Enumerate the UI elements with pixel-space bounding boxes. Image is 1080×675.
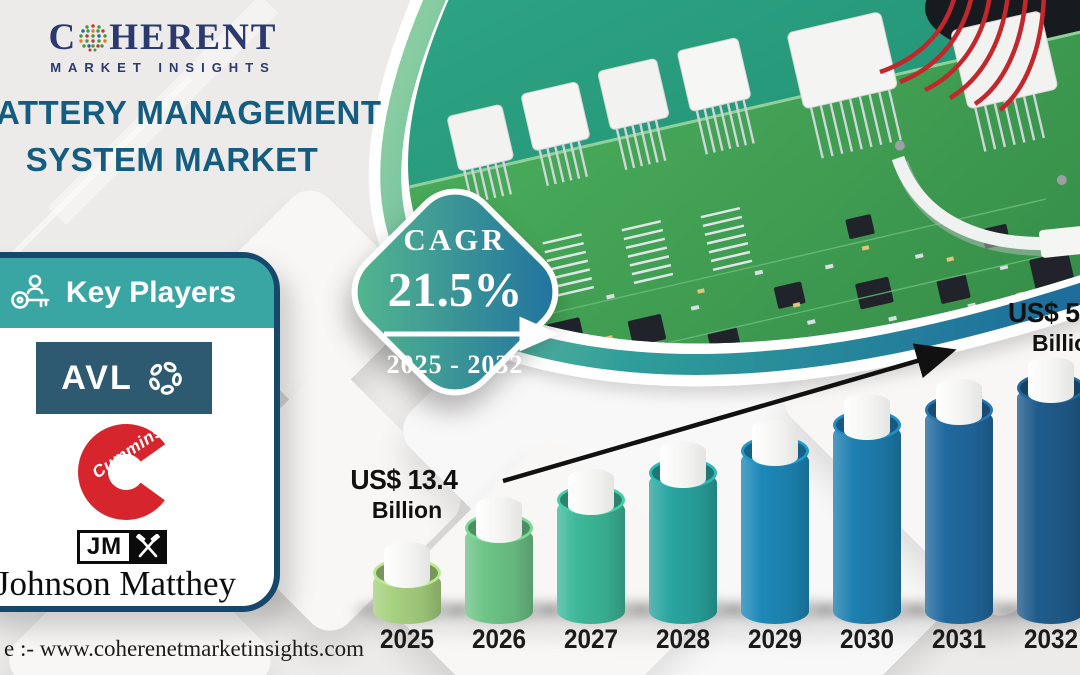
year-label-2031: 2031 (931, 624, 987, 654)
year-label-2029: 2029 (747, 624, 803, 654)
key-players-header: Key Players (0, 258, 274, 328)
key-players-title: Key Players (65, 276, 237, 309)
chart-end-value-label: US$ 52. Billion (1008, 297, 1080, 357)
key-players-panel: Key Players AVL Cummins (0, 252, 280, 612)
brand-logo-subtitle: MARKET INSIGHTS (50, 60, 276, 75)
company-logo-cummins: Cummins (76, 422, 176, 522)
bar-white-cap (568, 469, 614, 515)
cagr-label: CAGR (403, 222, 507, 257)
avl-pinwheel-icon (143, 356, 187, 400)
page-title-line1: ATTERY MANAGEMENT (0, 94, 382, 131)
year-label-2027: 2027 (563, 624, 619, 654)
start-value: US$ 13.4 (350, 464, 458, 495)
bar-white-cap (844, 394, 890, 440)
bar-white-cap (752, 420, 798, 466)
end-unit: Billion (1032, 330, 1080, 356)
company-logo-jm-mark: JM (0, 530, 274, 564)
cagr-period: 2025 - 2032 (386, 350, 524, 379)
bar-white-cap (476, 497, 522, 543)
key-icon (8, 273, 54, 313)
avl-wordmark: AVL (61, 358, 133, 397)
year-label-2026: 2026 (471, 624, 527, 654)
bar-white-cap (384, 542, 430, 588)
end-value: US$ 52. (1008, 297, 1080, 328)
source-text: e :- www.coherenetmarketinsights.com (4, 636, 365, 661)
johnson-matthey-wordmark: Johnson Matthey (0, 564, 237, 603)
bar-2027 (557, 497, 625, 624)
bar-2028 (649, 470, 717, 624)
bar-2031 (925, 407, 993, 624)
brand-logo-text-suffix: HERENT (109, 17, 278, 58)
cagr-badge-content: CAGR 21.5% 2025 - 2032 (357, 222, 553, 380)
globe-dots-icon (78, 22, 108, 52)
cagr-value: 21.5% (387, 262, 523, 317)
crossed-hammers-icon (129, 530, 168, 564)
bar-white-cap (660, 442, 706, 488)
page-title-line2: SYSTEM MARKET (25, 141, 319, 178)
brand-logo: C HERENT MARKET INSIGHTS (28, 18, 298, 76)
bar-2029 (741, 448, 809, 624)
year-label-2032: 2032 (1023, 624, 1079, 654)
chart-start-value-label: US$ 13.4 Billion (345, 464, 469, 524)
start-unit: Billion (371, 497, 443, 523)
year-label-2028: 2028 (655, 624, 711, 654)
bar-2032 (1017, 385, 1080, 624)
bar-white-cap (936, 379, 982, 425)
company-logo-avl: AVL (36, 342, 212, 414)
year-label-2030: 2030 (839, 624, 895, 654)
bar-2030 (833, 422, 901, 624)
brand-logo-text-prefix: C (48, 17, 78, 58)
page-title: ATTERY MANAGEMENT SYSTEM MARKET (0, 94, 382, 179)
bar-white-cap (1028, 357, 1074, 403)
brand-logo-wordmark: C HERENT (28, 18, 298, 58)
year-label-2025: 2025 (379, 624, 435, 654)
jm-abbreviation: JM (76, 530, 130, 564)
